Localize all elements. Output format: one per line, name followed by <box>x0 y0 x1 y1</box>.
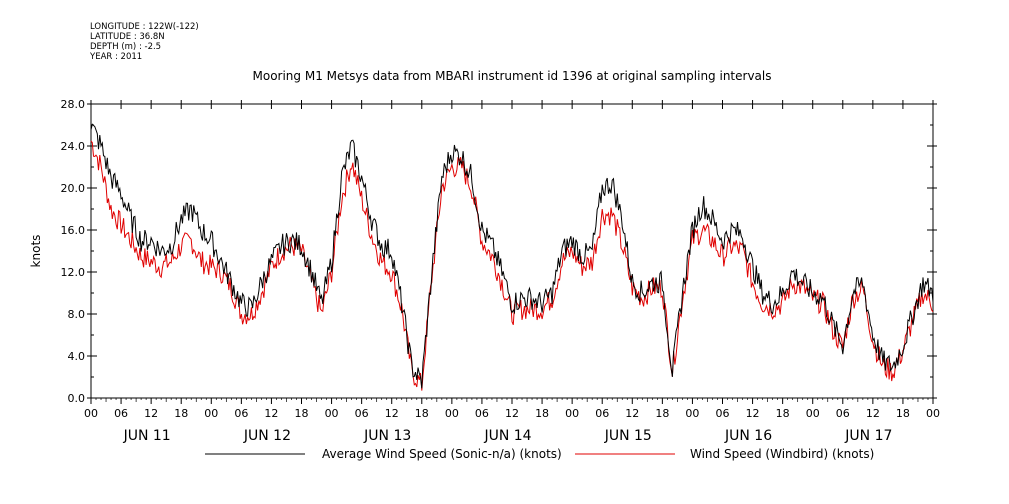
x-tick-label: 06 <box>114 407 128 420</box>
x-tick-label: 00 <box>445 407 459 420</box>
metadata-header: LONGITUDE : 122W(-122) LATITUDE : 36.8N … <box>90 22 199 62</box>
x-tick-label: 18 <box>896 407 910 420</box>
x-tick-label: 18 <box>655 407 669 420</box>
day-label: JUN 17 <box>844 428 892 444</box>
day-label: JUN 15 <box>604 428 652 444</box>
x-tick-label: 18 <box>174 407 188 420</box>
x-tick-label: 18 <box>776 407 790 420</box>
x-tick-label: 00 <box>685 407 699 420</box>
y-axis: 0.0 4.0 8.0 12.0 16.0 20.0 24.0 28.0 <box>61 98 937 405</box>
longitude-text: LONGITUDE : 122W(-122) <box>90 22 199 32</box>
y-tick-label: 28.0 <box>61 98 86 111</box>
depth-text: DEPTH (m) : -2.5 <box>90 42 162 52</box>
x-tick-label: 00 <box>84 407 98 420</box>
series-lines <box>90 123 934 391</box>
y-tick-label: 16.0 <box>61 224 86 237</box>
plot-frame <box>90 103 934 399</box>
x-tick-label: 00 <box>565 407 579 420</box>
day-label: JUN 13 <box>363 428 411 444</box>
latitude-text: LATITUDE : 36.8N <box>90 32 165 42</box>
x-tick-label: 18 <box>415 407 429 420</box>
day-labels: JUN 11 JUN 12 JUN 13 JUN 14 JUN 15 JUN 16 JUN … <box>123 428 893 444</box>
y-tick-label: 24.0 <box>61 140 86 153</box>
legend-label-sonic: Average Wind Speed (Sonic-n/a) (knots) <box>322 447 562 461</box>
legend-label-windbird: Wind Speed (Windbird) (knots) <box>690 447 874 461</box>
day-label: JUN 16 <box>724 428 772 444</box>
x-tick-label: 06 <box>595 407 609 420</box>
x-tick-label: 00 <box>806 407 820 420</box>
x-tick-label: 00 <box>325 407 339 420</box>
day-label: JUN 11 <box>123 428 171 444</box>
x-axis: 00 06 12 18 00 06 12 18 00 06 12 18 00 06 12 18 00 06 12 18… <box>84 100 940 420</box>
legend: Average Wind Speed (Sonic-n/a) (knots) W… <box>205 447 874 461</box>
x-tick-label: 00 <box>204 407 218 420</box>
x-tick-label: 12 <box>625 407 639 420</box>
y-tick-label: 0.0 <box>68 392 86 405</box>
y-tick-label: 4.0 <box>68 350 86 363</box>
x-tick-label: 12 <box>144 407 158 420</box>
x-tick-label: 12 <box>866 407 880 420</box>
x-tick-label: 00 <box>926 407 940 420</box>
day-label: JUN 14 <box>483 428 531 444</box>
x-tick-label: 06 <box>475 407 489 420</box>
year-text: YEAR : 2011 <box>90 52 143 62</box>
x-tick-label: 06 <box>234 407 248 420</box>
x-tick-label: 12 <box>385 407 399 420</box>
y-axis-label: knots <box>29 235 43 268</box>
series-line-sonic <box>90 123 934 389</box>
x-tick-label: 12 <box>505 407 519 420</box>
x-tick-label: 12 <box>746 407 760 420</box>
chart-title: Mooring M1 Metsys data from MBARI instru… <box>253 69 772 83</box>
y-tick-label: 12.0 <box>61 266 86 279</box>
y-tick-label: 20.0 <box>61 182 86 195</box>
x-tick-label: 06 <box>836 407 850 420</box>
y-tick-label: 8.0 <box>68 308 86 321</box>
x-tick-label: 06 <box>716 407 730 420</box>
x-tick-label: 18 <box>295 407 309 420</box>
day-label: JUN 12 <box>243 428 291 444</box>
x-tick-label: 06 <box>355 407 369 420</box>
series-line-windbird <box>90 140 934 391</box>
x-tick-label: 12 <box>264 407 278 420</box>
x-tick-label: 18 <box>535 407 549 420</box>
